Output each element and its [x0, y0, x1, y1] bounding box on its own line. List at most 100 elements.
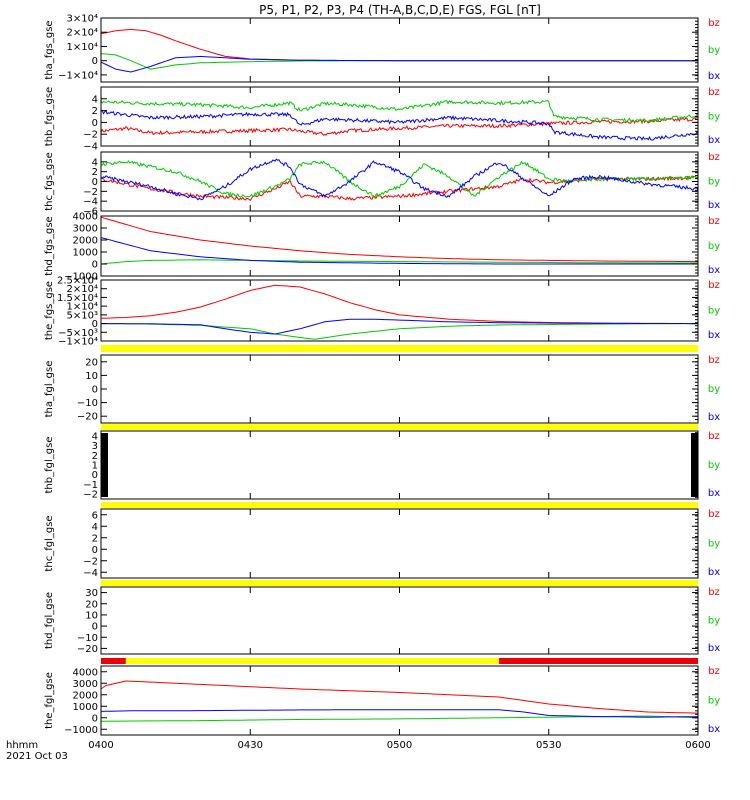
panel-ylabel: thc_fgl_gse	[44, 515, 55, 571]
y-tick-label: 1000	[73, 702, 98, 713]
panel-ylabel: tha_fgl_gse	[44, 361, 55, 418]
series-bz-line	[100, 680, 699, 714]
legend-bx: bx	[708, 724, 720, 735]
series-bx-line	[100, 110, 699, 141]
legend-bx: bx	[708, 135, 720, 146]
y-tick-label: −1000	[64, 725, 98, 736]
panel-the-fgs-gse: 2.5×10⁴2×10⁴1.5×10⁴1×10⁴5×10³0−5×10³−1×1…	[44, 276, 720, 348]
legend-by: by	[708, 306, 720, 317]
y-tick-label: 1×10⁴	[67, 302, 98, 313]
y-tick-label: −6	[83, 207, 98, 218]
panel-frame	[100, 279, 699, 342]
panel-ylabel: thb_fgl_gse	[44, 437, 55, 494]
time-axis-corner-label: hhmm	[6, 740, 38, 751]
x-tick-label: 0430	[238, 740, 263, 751]
y-tick-label: 2×10⁴	[67, 284, 98, 295]
status-bar-segment	[125, 658, 499, 664]
y-tick-label: 4	[92, 157, 98, 168]
panel-ylabel: tha_fgs_gse	[44, 20, 55, 79]
series-bz-line	[100, 284, 698, 325]
y-tick-label: −1×10⁴	[58, 70, 98, 81]
y-tick-label: 20	[85, 599, 98, 610]
x-tick-label: 0530	[536, 740, 561, 751]
y-tick-label: 2000	[73, 690, 98, 701]
legend-bz: bz	[708, 666, 720, 677]
y-tick-label: 0	[92, 545, 98, 556]
series-by-line	[100, 53, 698, 70]
x-tick-label: 0600	[685, 740, 710, 751]
series-bx-line	[100, 55, 698, 73]
panel-thc-fgs-gse: 420−2−4−6 thc_fgs_gse bz by bx	[44, 151, 720, 218]
dense-tick-band	[101, 433, 108, 497]
y-tick-label: 0	[92, 385, 98, 396]
legend-bz: bz	[708, 431, 720, 442]
y-tick-label: 2000	[73, 236, 98, 247]
y-tick-label: 3000	[73, 224, 98, 235]
legend-bz: bz	[708, 216, 720, 227]
legend-by: by	[708, 45, 720, 56]
y-tick-label: −10	[77, 398, 98, 409]
series-bx-line	[100, 709, 699, 718]
y-tick-label: 1	[92, 461, 98, 472]
y-tick-label: 3	[92, 441, 98, 452]
legend-bx: bx	[708, 71, 720, 82]
y-tick-label: 5×10³	[67, 310, 98, 321]
legend-bz: bz	[708, 152, 720, 163]
panel-frame	[100, 86, 699, 147]
dense-tick-band	[691, 433, 698, 497]
panel-ylabel: the_fgs_gse	[44, 281, 55, 340]
panel-frame	[100, 151, 699, 212]
y-tick-label: −1×10⁴	[58, 337, 98, 348]
y-tick-label: −2	[83, 490, 98, 501]
legend-bz: bz	[708, 355, 720, 366]
legend-by: by	[708, 384, 720, 395]
legend-bx: bx	[708, 330, 720, 341]
y-tick-label: 4	[92, 522, 98, 533]
panel-ylabel: thd_fgs_gse	[44, 216, 55, 275]
y-tick-label: −2	[83, 187, 98, 198]
panel-thb-fgs-gse: 420−2−4 thb_fgs_gse bz by bx	[44, 86, 720, 153]
legend-by: by	[708, 696, 720, 707]
series-bz-line	[100, 216, 698, 263]
y-tick-label: −1000	[64, 272, 98, 283]
legend-bz: bz	[708, 509, 720, 520]
y-tick-label: 10	[85, 610, 98, 621]
y-tick-label: 0	[92, 319, 98, 330]
y-tick-label: −2	[83, 130, 98, 141]
y-tick-label: 6	[92, 510, 98, 521]
panel-frame	[100, 586, 699, 655]
panel-frame	[100, 215, 699, 277]
series-by-line	[100, 160, 699, 199]
legend-by: by	[708, 112, 720, 123]
y-tick-label: 0	[92, 470, 98, 481]
series-bx-line	[100, 158, 699, 201]
y-tick-label: −5×10³	[58, 328, 98, 339]
y-tick-label: −2	[83, 556, 98, 567]
y-tick-label: 4	[92, 431, 98, 442]
status-bar-segment	[101, 658, 126, 664]
status-bar-segment	[101, 580, 698, 586]
y-tick-label: 0	[92, 177, 98, 188]
legend-bx: bx	[708, 200, 720, 211]
y-tick-label: 20	[85, 357, 98, 368]
series-bz-line	[100, 117, 699, 136]
y-tick-label: 2×10⁴	[67, 28, 98, 39]
panel-frame	[100, 430, 699, 500]
series-bx-line	[101, 318, 698, 335]
panel-frame	[100, 508, 699, 579]
y-tick-label: 3×10⁴	[67, 14, 98, 25]
legend-bz: bz	[708, 18, 720, 29]
series-bz-line	[100, 28, 698, 62]
y-tick-label: −20	[77, 412, 98, 423]
panel-frame	[100, 17, 699, 83]
legend-bx: bx	[708, 265, 720, 276]
legend-by: by	[708, 460, 720, 471]
y-tick-label: −10	[77, 633, 98, 644]
legend-by: by	[708, 241, 720, 252]
status-bar-segment	[101, 502, 698, 508]
y-tick-label: 4000	[73, 667, 98, 678]
